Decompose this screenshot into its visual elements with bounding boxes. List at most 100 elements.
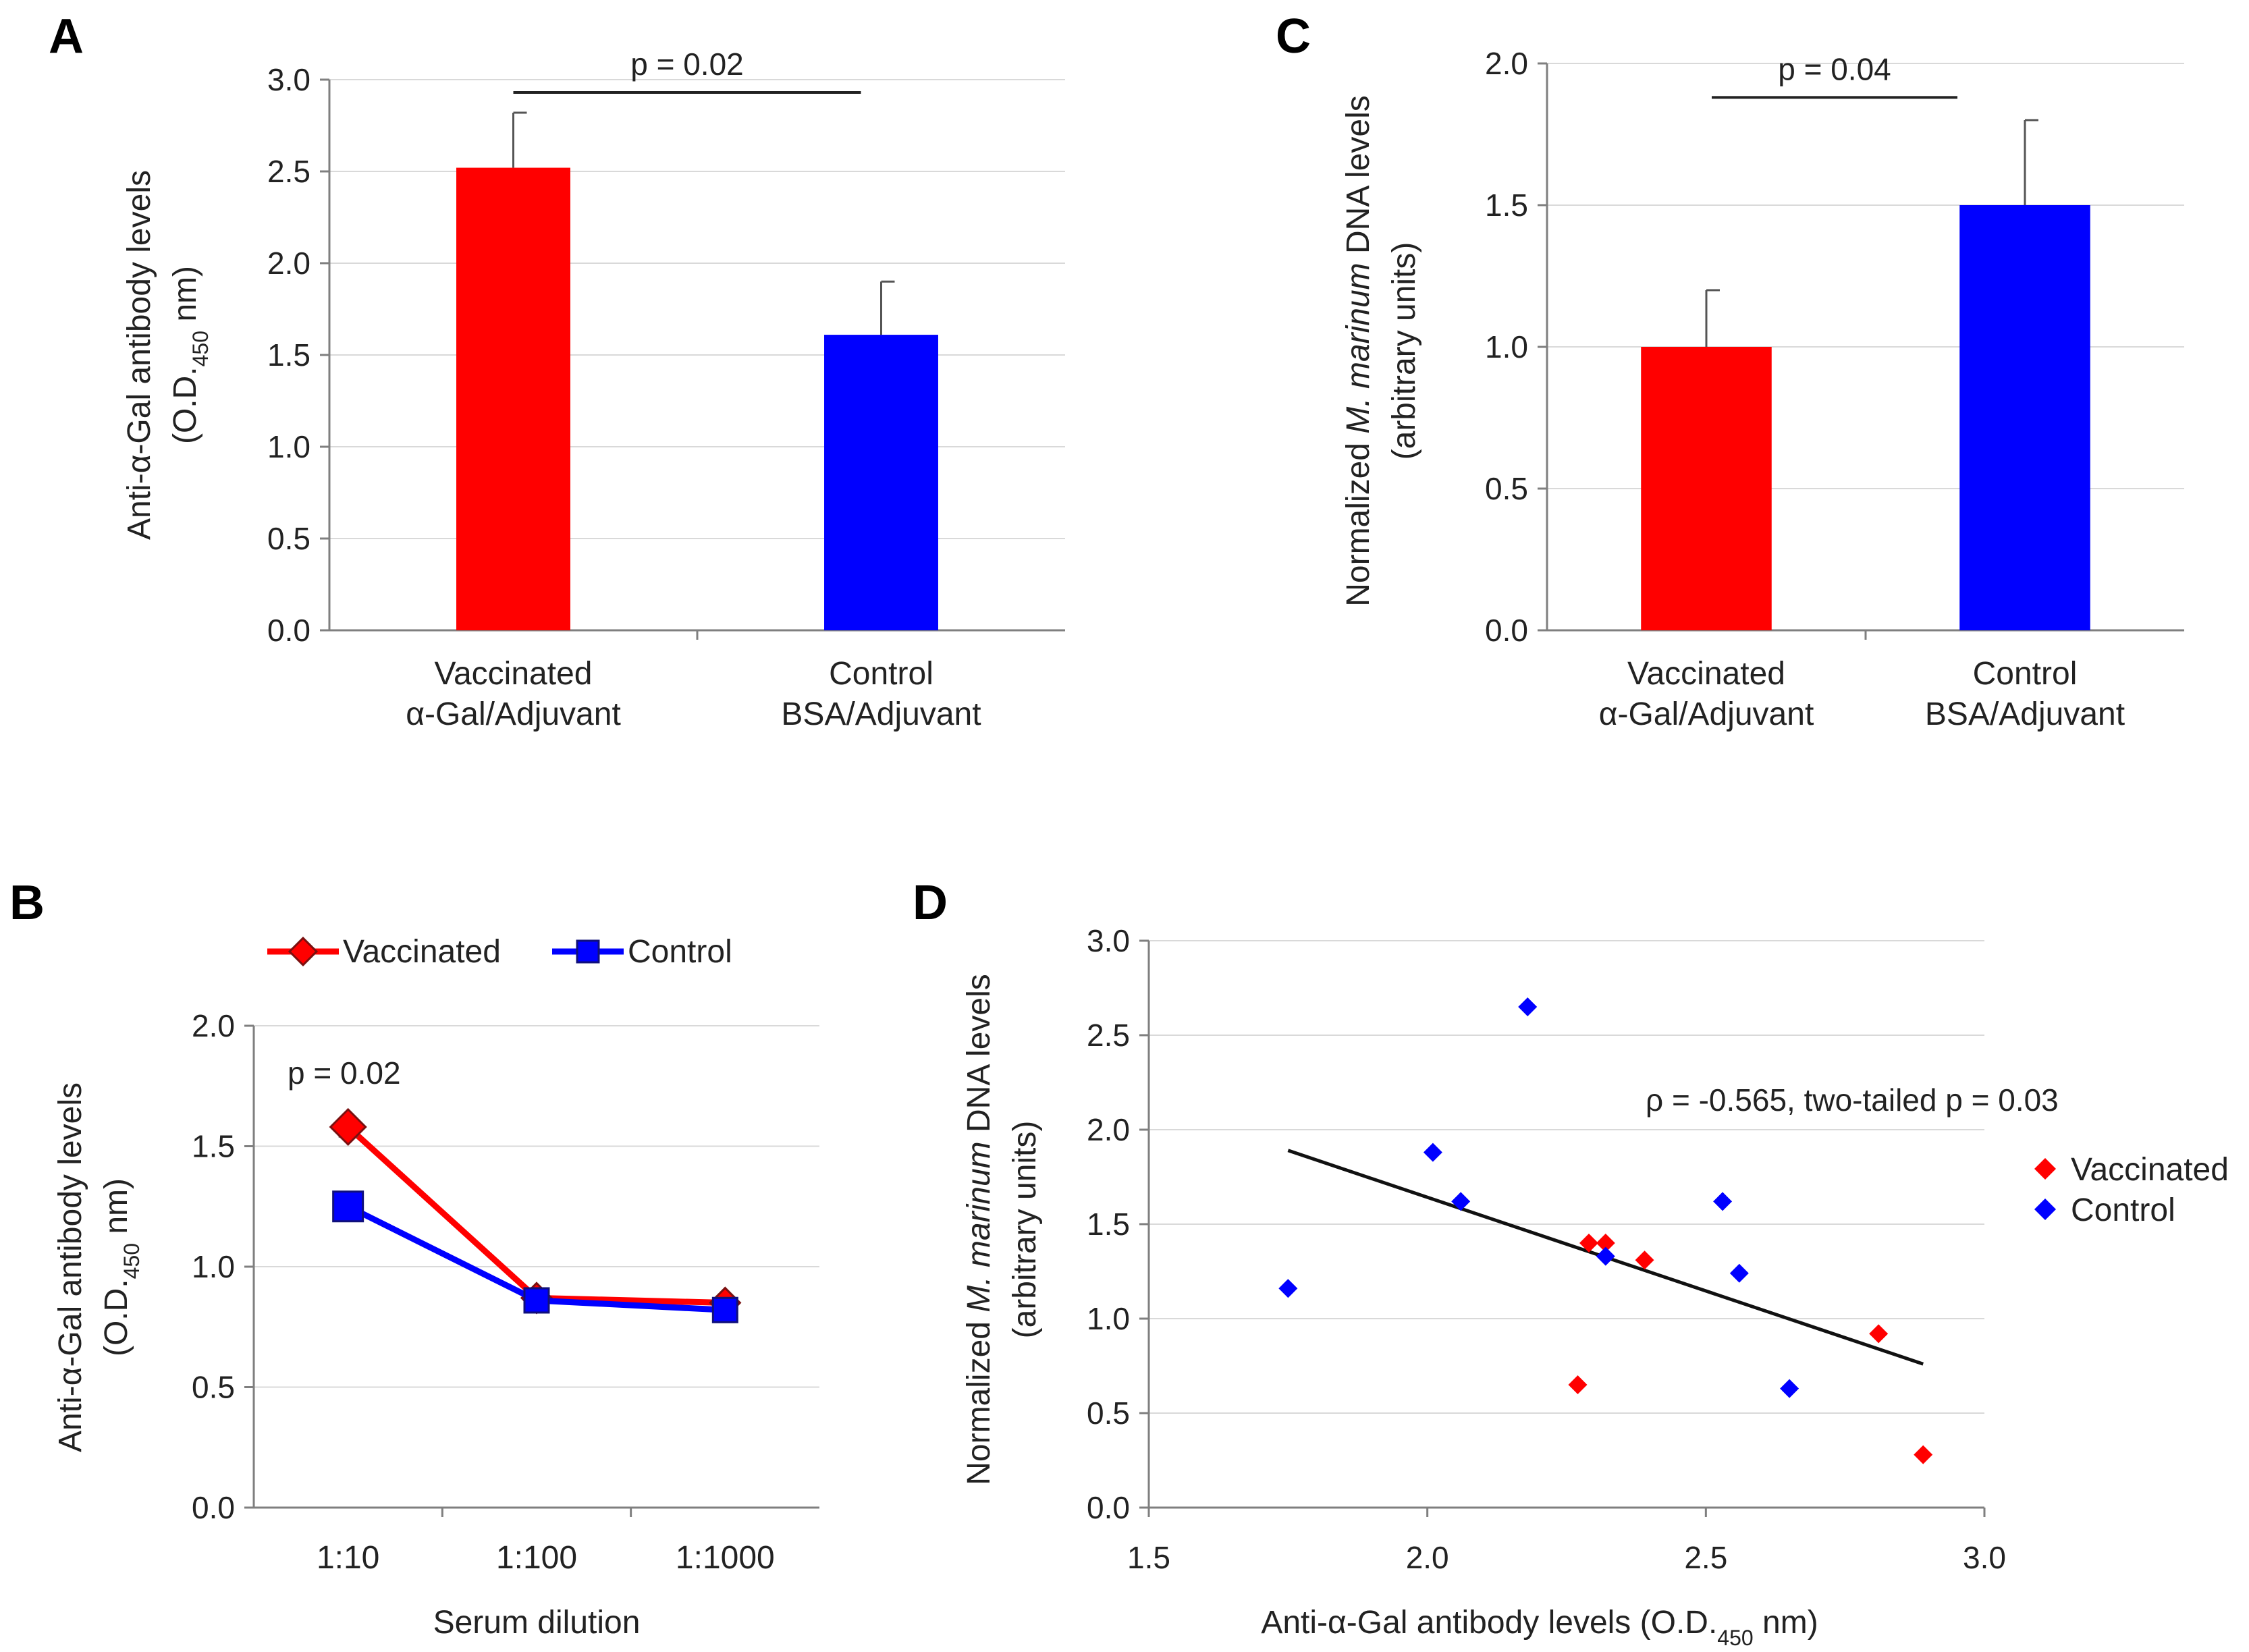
chart-d-vaccinated-point — [1635, 1250, 1654, 1270]
chart-d-xtick-label: 2.5 — [1684, 1540, 1727, 1575]
chart-b-p-value: p = 0.02 — [288, 1055, 401, 1091]
chart-d-ytick-label: 2.5 — [1087, 1018, 1130, 1053]
chart-d-vaccinated-point — [1914, 1445, 1933, 1464]
chart-a-p-value: p = 0.02 — [630, 47, 744, 82]
chart-c-bar — [1959, 205, 2090, 630]
chart-d-control-point — [1518, 997, 1538, 1016]
chart-d-ylabel: (arbitrary units) — [1007, 1121, 1043, 1339]
chart-a-bar — [824, 335, 938, 630]
chart-a-ytick-label: 0.5 — [267, 521, 310, 556]
chart-b-vaccinated-line — [346, 1124, 726, 1306]
chart-d-xlabel: Anti-α-Gal antibody levels (O.D.450 nm) — [1261, 1605, 1818, 1650]
chart-a-category-label: BSA/Adjuvant — [781, 696, 981, 732]
panel-label-a: A — [49, 9, 84, 63]
chart-d-control-point — [1451, 1192, 1471, 1211]
chart-d-xlabel-part: nm) — [1754, 1605, 1818, 1641]
chart-d-xtick-label: 1.5 — [1127, 1540, 1170, 1575]
chart-d-ylabel-part: DNA levels — [961, 974, 997, 1141]
chart-d-control-point — [1596, 1246, 1615, 1266]
chart-c-ytick-label: 1.0 — [1485, 329, 1528, 364]
chart-c-p-value: p = 0.04 — [1778, 51, 1891, 86]
chart-d-xtick-label: 3.0 — [1963, 1540, 2006, 1575]
chart-d-ytick-label: 0.5 — [1087, 1396, 1130, 1431]
chart-d: 0.0 0.5 1.0 1.5 2.0 2.5 3.0 1.5 2.0 2.5 3.0 ρ = -0.… — [961, 923, 2229, 1650]
chart-b-ytick-label: 2.0 — [192, 1008, 235, 1043]
chart-b-xtick-label: 1:10 — [317, 1540, 379, 1576]
chart-a-bar — [456, 167, 570, 630]
chart-d-ylabel-part: Normalized — [961, 1313, 997, 1485]
chart-b-ylabel-subscript: 450 — [119, 1243, 144, 1279]
chart-c-ylabel: (arbitrary units) — [1386, 242, 1422, 460]
chart-a-ytick-label: 0.0 — [267, 613, 310, 648]
chart-a-ytick-label: 1.0 — [267, 429, 310, 464]
chart-b-legend-vaccinated-marker — [288, 936, 319, 967]
chart-b-ytick-label: 1.0 — [192, 1249, 235, 1284]
chart-b-xlabel: Serum dilution — [433, 1605, 641, 1641]
chart-d-vaccinated-point — [1579, 1234, 1599, 1252]
panel-label-b: B — [9, 876, 45, 930]
chart-c-ylabel: Normalized M. marinum DNA levels — [1340, 95, 1376, 607]
chart-d-control-point — [1729, 1263, 1749, 1283]
chart-a-ylabel-part: nm) — [167, 266, 203, 331]
chart-c-category-label: α-Gal/Adjuvant — [1599, 696, 1814, 732]
chart-c: 0.0 0.5 1.0 1.5 2.0 Vaccinated α-Gal/Adjuvant C… — [1340, 46, 2184, 732]
chart-d-xlabel-subscript: 450 — [1717, 1626, 1753, 1650]
chart-d-control-point — [1780, 1379, 1799, 1398]
chart-d-xtick-label: 2.0 — [1406, 1540, 1449, 1575]
chart-d-ytick-label: 1.5 — [1087, 1207, 1130, 1242]
chart-c-ylabel-italic: M. marinum — [1340, 263, 1376, 433]
chart-b-control-point — [332, 1190, 364, 1223]
chart-d-control-point — [1423, 1142, 1442, 1162]
chart-b-vaccinated-point — [329, 1107, 367, 1147]
chart-a-category-label: Control — [829, 656, 933, 692]
chart-d-vaccinated-point — [1869, 1324, 1889, 1344]
chart-a-ytick-label: 2.0 — [267, 246, 310, 281]
chart-d-control-point — [1713, 1192, 1733, 1211]
chart-c-category-label: Control — [1973, 656, 2078, 692]
chart-b-ytick-label: 0.0 — [192, 1490, 235, 1525]
chart-c-ylabel-part: Normalized — [1340, 434, 1376, 607]
panel-label-d: D — [913, 876, 948, 930]
chart-b-control-point — [523, 1287, 550, 1314]
chart-d-vaccinated-point — [1596, 1234, 1615, 1252]
chart-d-ytick-label: 2.0 — [1087, 1112, 1130, 1147]
chart-c-ytick-label: 0.5 — [1485, 471, 1528, 506]
chart-d-correlation: ρ = -0.565, two-tailed p = 0.03 — [1646, 1082, 2059, 1118]
chart-a-ytick-label: 2.5 — [267, 154, 310, 189]
chart-c-ytick-label: 2.0 — [1485, 46, 1528, 81]
chart-d-legend-vaccinated-label: Vaccinated — [2071, 1152, 2229, 1188]
chart-b-xtick-label: 1:100 — [496, 1540, 577, 1576]
panel-label-c: C — [1276, 9, 1311, 63]
chart-a-category-label: α-Gal/Adjuvant — [406, 696, 621, 732]
chart-d-ytick-label: 0.0 — [1087, 1490, 1130, 1525]
chart-d-ylabel-italic: M. marinum — [961, 1141, 997, 1312]
chart-c-bar — [1641, 347, 1772, 630]
chart-b: 0.0 0.5 1.0 1.5 2.0 1:10 1:100 1:1000 Serum dilu… — [53, 934, 819, 1641]
chart-c-ytick-label: 1.5 — [1485, 188, 1528, 223]
chart-b-legend-control-label: Control — [628, 934, 732, 970]
chart-c-category-label: Vaccinated — [1627, 656, 1785, 692]
chart-b-ytick-label: 1.5 — [192, 1129, 235, 1164]
chart-d-vaccinated-point — [1568, 1375, 1588, 1394]
chart-c-ylabel-part: DNA levels — [1340, 95, 1376, 263]
chart-b-ylabel-part: (O.D. — [99, 1279, 134, 1356]
chart-b-legend-control-marker — [576, 939, 600, 964]
chart-d-ylabel: Normalized M. marinum DNA levels — [961, 974, 997, 1485]
chart-d-xlabel-part: Anti-α-Gal antibody levels (O.D. — [1261, 1605, 1717, 1641]
chart-a-ytick-label: 1.5 — [267, 337, 310, 373]
chart-d-legend-control-label: Control — [2071, 1192, 2175, 1228]
chart-b-ylabel: (O.D.450 nm) — [99, 1178, 144, 1356]
chart-d-legend-control-marker — [2034, 1199, 2056, 1220]
chart-d-ytick-label: 3.0 — [1087, 923, 1130, 958]
chart-b-legend-vaccinated-label: Vaccinated — [343, 934, 501, 970]
chart-a-ylabel-part: (O.D. — [167, 366, 203, 444]
chart-b-ytick-label: 0.5 — [192, 1370, 235, 1405]
chart-c-category-label: BSA/Adjuvant — [1925, 696, 2125, 732]
chart-c-ytick-label: 0.0 — [1485, 613, 1528, 648]
chart-a-category-label: Vaccinated — [435, 656, 593, 692]
chart-a-ylabel-subscript: 450 — [188, 331, 213, 366]
chart-d-legend-vaccinated-marker — [2034, 1158, 2056, 1180]
chart-b-ylabel-part: nm) — [99, 1178, 134, 1243]
chart-a-ylabel: (O.D.450 nm) — [167, 266, 213, 444]
